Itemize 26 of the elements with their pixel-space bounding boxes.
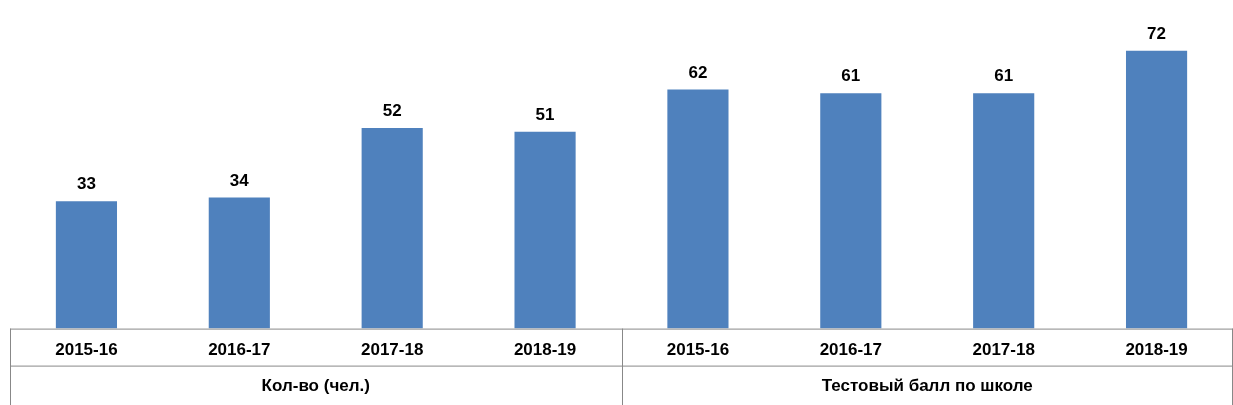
x-tick-label: 2017-18 xyxy=(360,340,424,360)
x-tick-label: 2018-19 xyxy=(1125,340,1188,360)
bar xyxy=(1125,50,1188,329)
x-tick-label: 2016-17 xyxy=(208,340,271,360)
bar xyxy=(208,197,270,329)
data-label: 61 xyxy=(841,66,861,86)
bar xyxy=(820,93,882,329)
text: Тестовый балл по школе xyxy=(821,375,1033,395)
x-tick-label: 2017-18 xyxy=(972,340,1035,360)
x-tick-label: 2015-16 xyxy=(666,340,730,360)
data-label: 61 xyxy=(994,66,1014,86)
bar xyxy=(667,89,729,329)
data-label: 34 xyxy=(229,170,250,190)
data-label: 33 xyxy=(76,174,96,194)
x-tick-label: 2018-19 xyxy=(513,340,577,360)
bar xyxy=(514,131,576,329)
data-label: 52 xyxy=(382,101,402,121)
bar xyxy=(973,93,1035,329)
text: Кол-во (чел.) xyxy=(261,375,370,395)
data-label: 72 xyxy=(1147,24,1167,44)
data-label: 62 xyxy=(688,62,708,82)
bar xyxy=(55,201,118,329)
bar xyxy=(361,128,423,329)
x-tick-label: 2015-16 xyxy=(55,340,118,360)
x-tick-label: 2016-17 xyxy=(819,340,883,360)
data-label: 51 xyxy=(535,105,555,125)
